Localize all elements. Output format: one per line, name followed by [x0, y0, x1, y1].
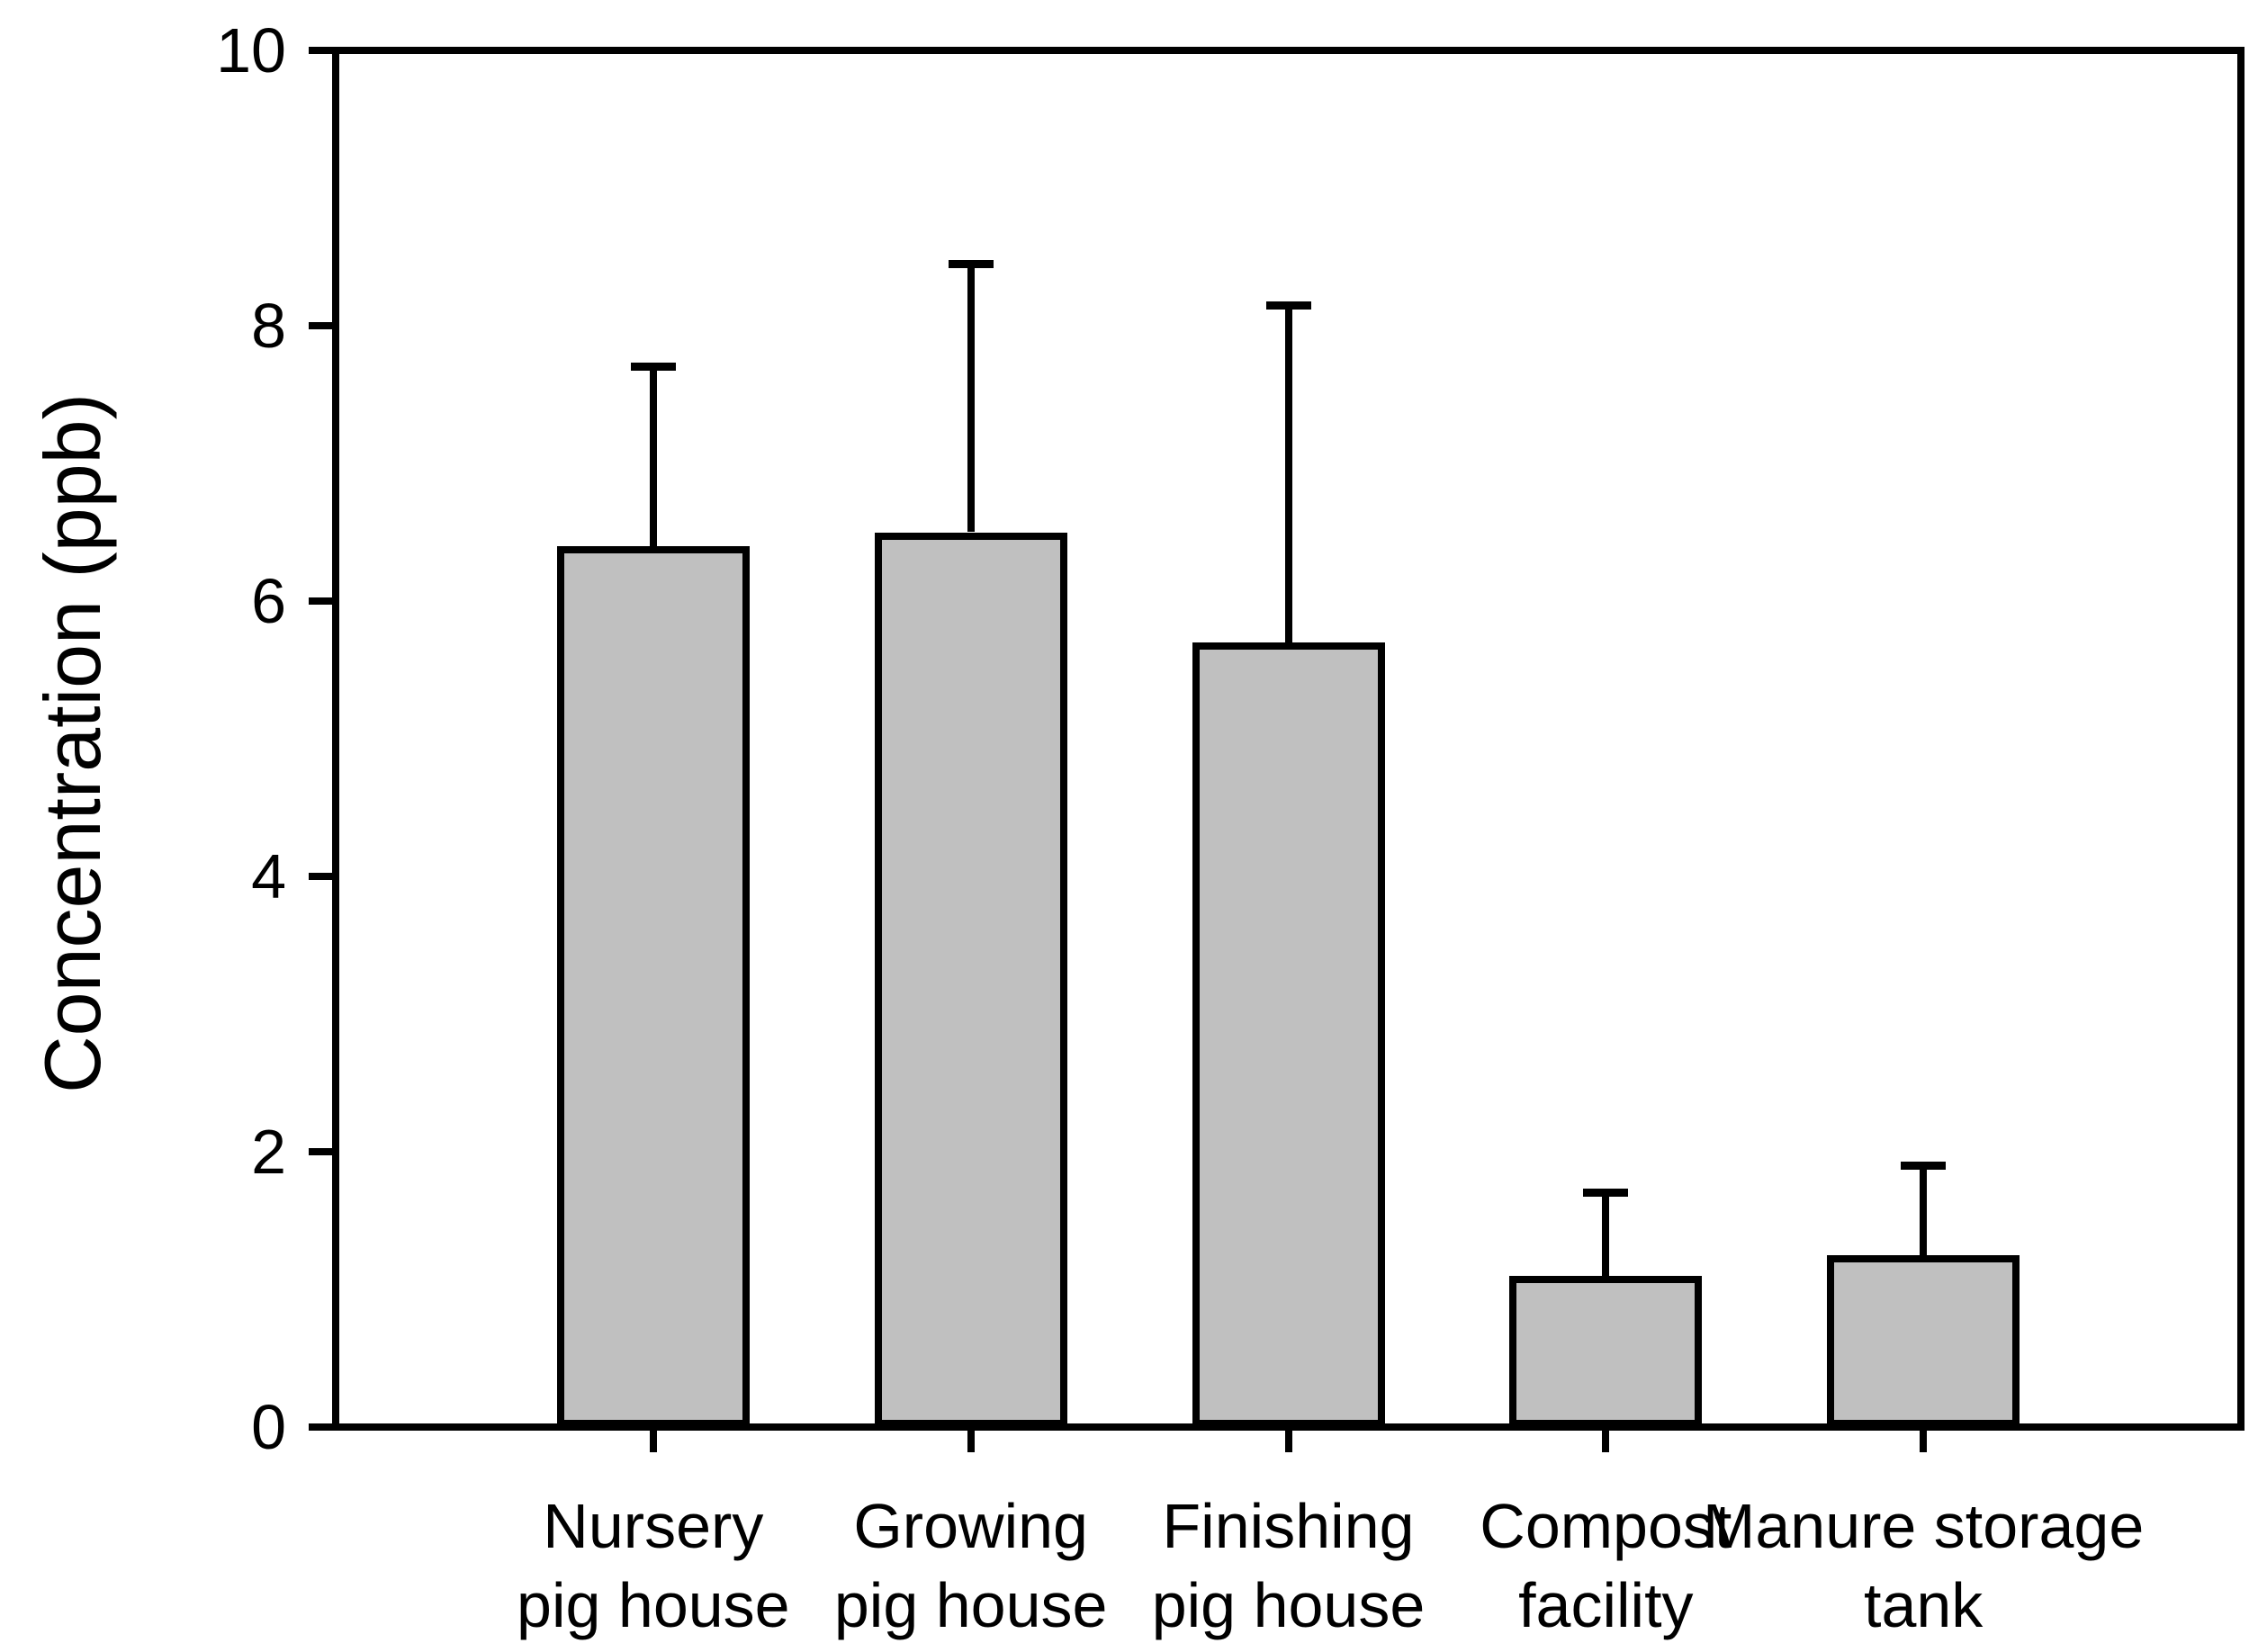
y-axis-tick: [309, 47, 332, 54]
bar: [1192, 642, 1385, 1427]
y-axis-tick: [309, 873, 332, 880]
y-axis-tick: [309, 597, 332, 605]
x-axis-category-label-line: Compost: [1480, 1491, 1732, 1561]
error-bar-stem: [1284, 305, 1292, 642]
x-axis-category-label-line: facility: [1518, 1570, 1694, 1640]
error-bar-stem: [649, 366, 657, 546]
bar: [1509, 1275, 1703, 1427]
y-axis-tick-label: 4: [251, 841, 286, 911]
x-axis-category-label-line: Growing: [853, 1491, 1088, 1561]
x-axis-category-label-line: Manure storage: [1703, 1491, 2145, 1561]
y-axis-title: Concentration (ppb): [28, 393, 117, 1093]
error-bar-cap: [1265, 301, 1311, 310]
bar: [874, 532, 1067, 1427]
error-bar-cap: [630, 363, 676, 372]
y-axis-tick: [309, 322, 332, 329]
plot-area: [332, 47, 2245, 1431]
error-bar-cap: [948, 259, 994, 268]
x-axis-category-label-line: tank: [1864, 1570, 1984, 1640]
y-axis-tick-label: 2: [251, 1117, 286, 1187]
x-axis-tick: [1920, 1431, 1928, 1452]
x-axis-category-label: Growing pig house: [674, 1486, 1268, 1645]
x-axis-tick: [649, 1431, 657, 1452]
x-axis-category-label: Compost facility: [1309, 1486, 1903, 1645]
error-bar-cap: [1583, 1189, 1629, 1198]
x-axis-category-label: Manure storage tank: [1626, 1486, 2220, 1645]
y-axis-tick-label: 6: [251, 566, 286, 636]
x-axis-category-label: Nursery pig house: [356, 1486, 950, 1645]
y-axis-tick-label: 8: [251, 291, 286, 361]
x-axis-category-label-line: pig house: [517, 1570, 790, 1640]
error-bar-stem: [967, 264, 975, 533]
x-axis-category-label-line: pig house: [1151, 1570, 1426, 1640]
y-axis-tick: [309, 1423, 332, 1431]
x-axis-tick: [1284, 1431, 1292, 1452]
y-axis-tick-label: 0: [251, 1392, 286, 1462]
bar: [556, 545, 750, 1427]
x-axis-category-label-line: Nursery: [543, 1491, 764, 1561]
x-axis-category-label: Finishing pig house: [992, 1486, 1586, 1645]
error-bar-stem: [1920, 1165, 1928, 1255]
y-axis-tick-label: 10: [216, 15, 286, 85]
x-axis-category-label-line: pig house: [833, 1570, 1108, 1640]
x-axis-tick: [1602, 1431, 1610, 1452]
x-axis-category-label-line: Finishing: [1162, 1491, 1415, 1561]
x-axis-tick: [967, 1431, 975, 1452]
bar: [1827, 1254, 2020, 1427]
y-axis-tick: [309, 1148, 332, 1155]
error-bar-cap: [1901, 1161, 1947, 1170]
error-bar-stem: [1602, 1192, 1610, 1276]
